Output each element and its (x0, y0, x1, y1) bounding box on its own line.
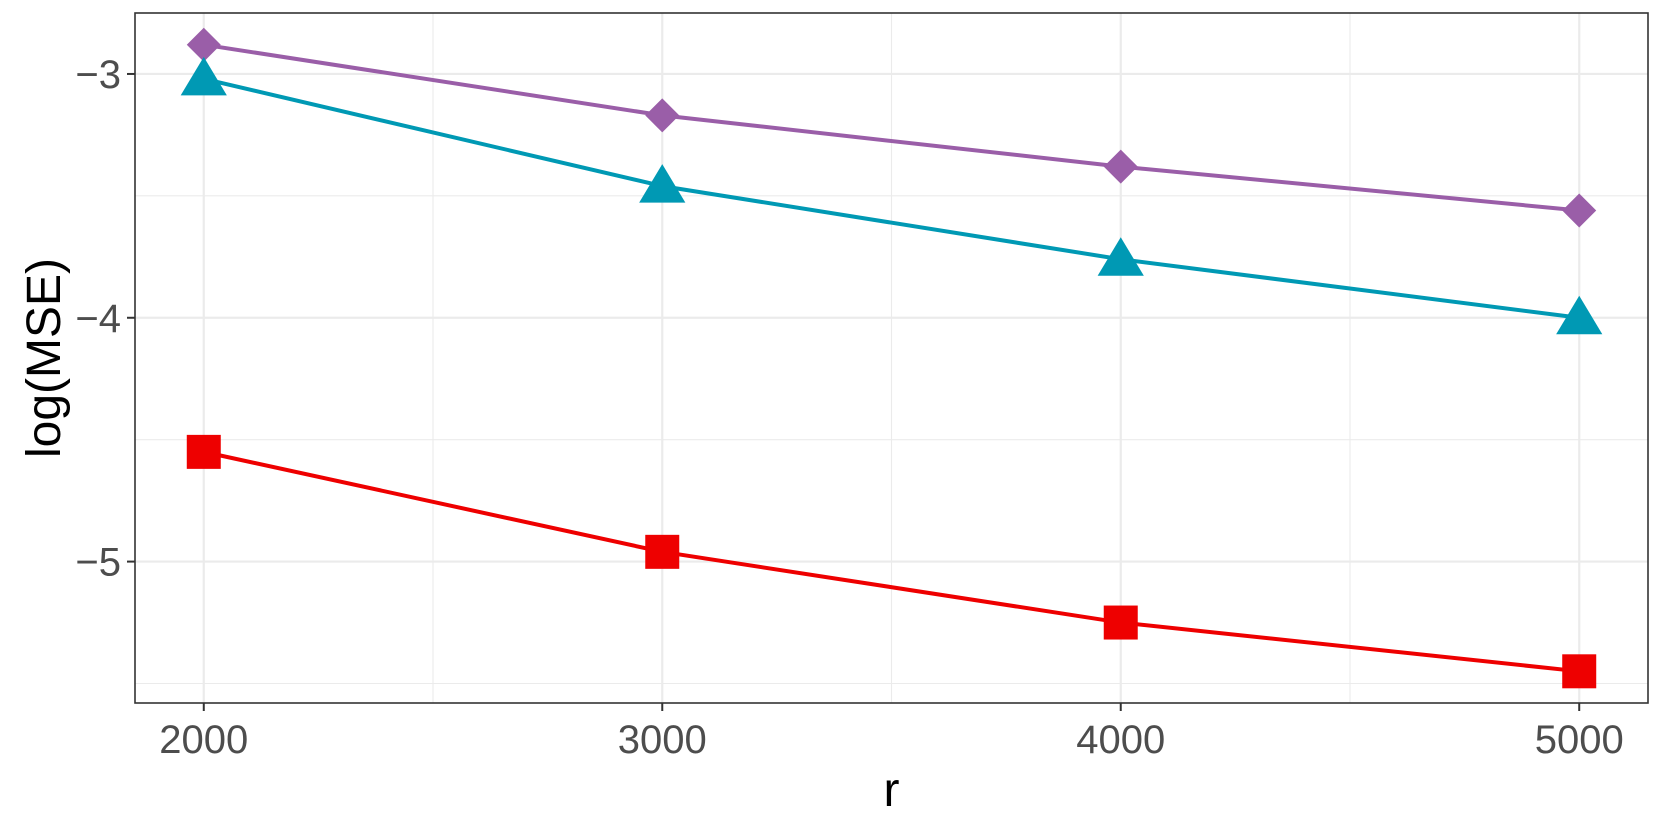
y-tick-label: −3 (75, 53, 121, 97)
x-tick-label: 4000 (1076, 718, 1165, 762)
x-tick-label: 2000 (159, 718, 248, 762)
data-point (180, 56, 227, 96)
data-point (1556, 295, 1603, 335)
series-line (203, 42, 1580, 213)
data-point (1562, 193, 1597, 228)
x-tick-label: 3000 (618, 718, 707, 762)
grid (135, 13, 1648, 703)
series-line (203, 76, 1580, 320)
data-point (639, 164, 686, 203)
series-triangle (180, 56, 1603, 335)
data-point (1103, 605, 1138, 640)
data-point (645, 534, 680, 569)
y-tick-label: −4 (75, 297, 121, 341)
data-point (186, 434, 221, 469)
data-point (645, 98, 680, 133)
axes: 2000 3000 4000 5000 −5 −4 −3 (75, 53, 1623, 762)
series-diamond (186, 27, 1597, 228)
y-axis-title: log(MSE) (18, 258, 71, 458)
data-point (1103, 149, 1138, 184)
data-point (186, 27, 221, 62)
series-square (186, 434, 1597, 689)
data-point (1562, 654, 1597, 689)
x-axis-title: r (884, 764, 900, 817)
series-layer (180, 27, 1603, 689)
y-tick-label: −5 (75, 541, 121, 585)
series-line (203, 449, 1580, 674)
x-tick-label: 5000 (1535, 718, 1624, 762)
plot-panel-border (134, 12, 1649, 704)
data-point (1097, 237, 1144, 276)
